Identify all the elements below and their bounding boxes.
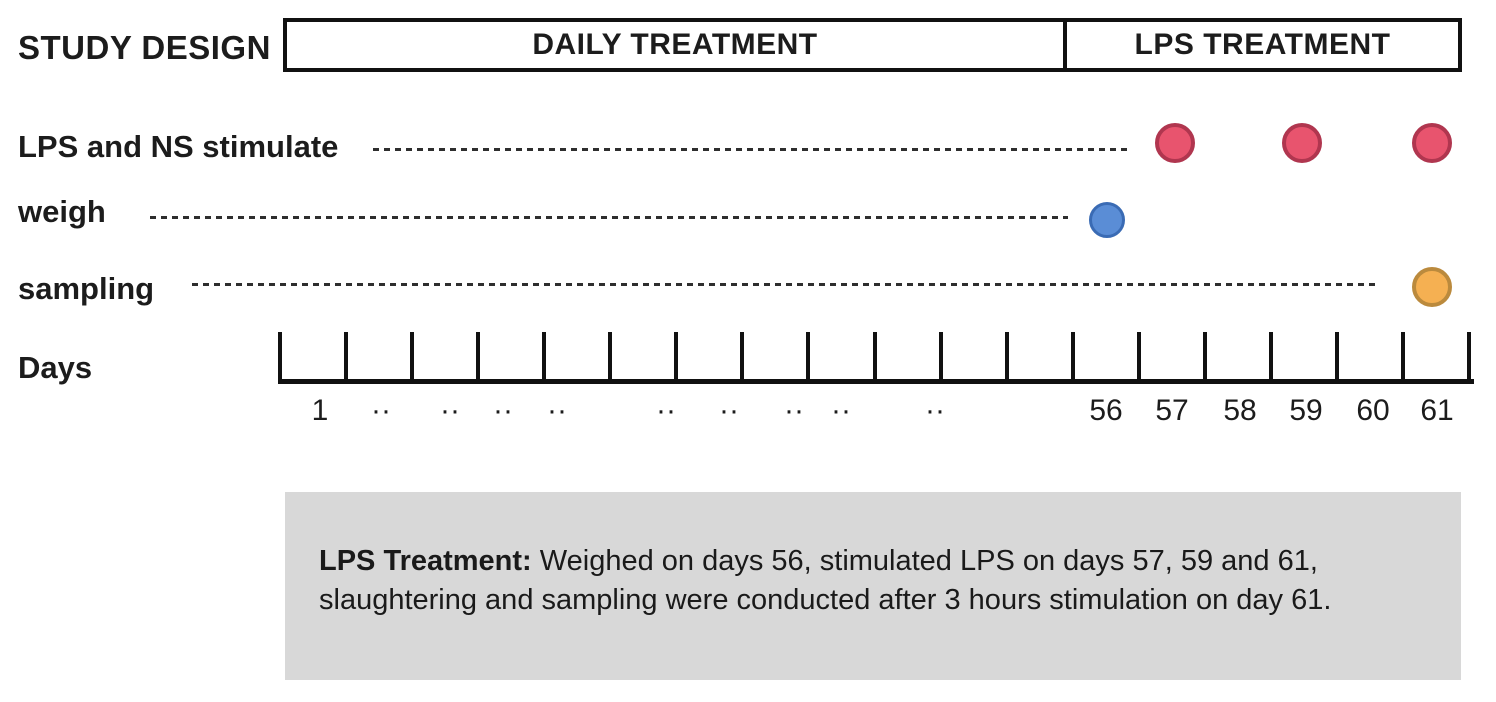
axis-tick xyxy=(1070,332,1075,383)
axis-tick xyxy=(1467,332,1471,383)
row-label-lps-ns-stimulate: LPS and NS stimulate xyxy=(18,129,339,164)
axis-label-days: Days xyxy=(18,350,93,385)
row-label-sampling: sampling xyxy=(18,271,155,306)
day-tick-label: ·· xyxy=(831,394,851,427)
phase-lps-treatment-label: LPS TREATMENT xyxy=(1134,28,1391,61)
day-tick-label: ·· xyxy=(440,394,460,427)
day-tick-label: 1 xyxy=(311,394,329,427)
axis-tick xyxy=(1202,332,1207,383)
axis-tick xyxy=(938,332,943,383)
phase-bar: DAILY TREATMENT LPS TREATMENT xyxy=(283,18,1462,72)
axis-tick xyxy=(740,332,745,383)
phase-daily-treatment: DAILY TREATMENT xyxy=(287,22,1067,68)
lps-treatment-note-box: LPS Treatment: Weighed on days 56, stimu… xyxy=(285,492,1461,680)
day-tick-label: ·· xyxy=(719,394,739,427)
figure-title: STUDY DESIGN xyxy=(18,29,271,66)
axis-tick xyxy=(542,332,547,383)
axis-tick xyxy=(806,332,811,383)
axis-tick xyxy=(608,332,613,383)
day-tick-label: 61 xyxy=(1420,394,1454,427)
event-marker-day-57 xyxy=(1155,123,1195,163)
day-tick-label: ·· xyxy=(493,394,513,427)
day-tick-label: ·· xyxy=(784,394,804,427)
day-tick-label: ·· xyxy=(371,394,391,427)
stimulate-dashed-line xyxy=(373,148,1127,151)
axis-tick xyxy=(1136,332,1141,383)
weigh-dashed-line xyxy=(150,216,1068,219)
event-marker-day-56 xyxy=(1089,202,1125,238)
day-tick-label: 60 xyxy=(1356,394,1390,427)
day-tick-label: ·· xyxy=(547,394,567,427)
axis-tick xyxy=(1334,332,1339,383)
day-tick-label: 58 xyxy=(1223,394,1257,427)
day-axis-baseline xyxy=(278,379,1474,384)
event-marker-day-61 xyxy=(1412,123,1452,163)
axis-tick xyxy=(410,332,415,383)
day-tick-label: 59 xyxy=(1289,394,1323,427)
day-tick-label: 57 xyxy=(1155,394,1189,427)
note-body: Weighed on days 56, stimulated LPS on da… xyxy=(319,545,1332,616)
day-tick-label: 56 xyxy=(1089,394,1123,427)
row-label-weigh: weigh xyxy=(18,194,106,229)
lps-treatment-note-text: LPS Treatment: Weighed on days 56, stimu… xyxy=(319,542,1449,620)
axis-tick xyxy=(1400,332,1405,383)
day-tick-label: ·· xyxy=(925,394,945,427)
axis-tick xyxy=(278,332,282,383)
axis-tick xyxy=(476,332,481,383)
axis-tick xyxy=(344,332,349,383)
sampling-dashed-line xyxy=(192,283,1380,286)
event-marker-day-61 xyxy=(1412,267,1452,307)
day-tick-label: ·· xyxy=(656,394,676,427)
phase-lps-treatment: LPS TREATMENT xyxy=(1067,22,1458,68)
axis-tick xyxy=(1004,332,1009,383)
axis-tick xyxy=(872,332,877,383)
note-heading: LPS Treatment: xyxy=(319,545,532,577)
event-marker-day-59 xyxy=(1282,123,1322,163)
phase-daily-treatment-label: DAILY TREATMENT xyxy=(532,28,818,61)
axis-tick xyxy=(674,332,679,383)
axis-tick xyxy=(1268,332,1273,383)
